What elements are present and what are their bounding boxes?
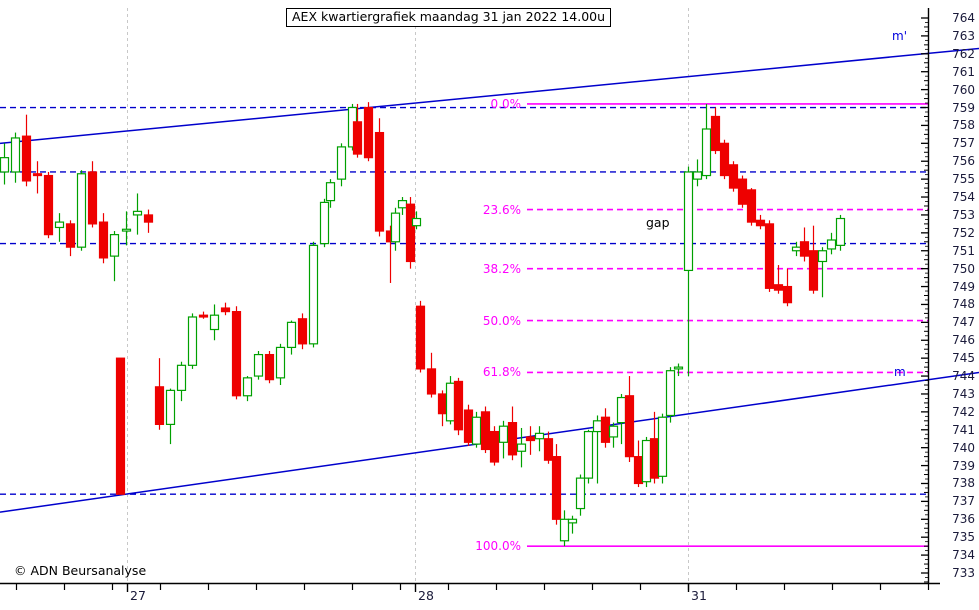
y-tick-739: 739 — [952, 458, 975, 473]
y-tick-761: 761 — [952, 64, 975, 79]
y-tick-735: 735 — [952, 530, 975, 545]
trendline-label-m-prime: m' — [892, 28, 907, 43]
y-tick-745: 745 — [952, 351, 975, 366]
y-tick-759: 759 — [952, 100, 975, 115]
fib-label-1000: 100.0% — [475, 539, 521, 554]
y-tick-737: 737 — [952, 494, 975, 509]
x-tick-31: 31 — [691, 588, 707, 603]
x-tick-27: 27 — [130, 588, 146, 603]
chart-title: AEX kwartiergrafiek maandag 31 jan 2022 … — [286, 8, 612, 27]
y-tick-750: 750 — [952, 261, 975, 276]
y-tick-755: 755 — [952, 172, 975, 187]
y-tick-753: 753 — [952, 207, 975, 222]
y-tick-754: 754 — [952, 190, 975, 205]
fib-label-236: 23.6% — [482, 202, 521, 217]
x-tick-28: 28 — [418, 588, 434, 603]
y-tick-744: 744 — [952, 369, 975, 384]
y-tick-743: 743 — [952, 386, 975, 401]
y-tick-741: 741 — [952, 422, 975, 437]
y-tick-749: 749 — [952, 279, 975, 294]
gap-annotation: gap — [646, 215, 670, 231]
y-tick-758: 758 — [952, 118, 975, 133]
y-tick-748: 748 — [952, 297, 975, 312]
y-tick-742: 742 — [952, 404, 975, 419]
y-tick-757: 757 — [952, 136, 975, 151]
y-tick-736: 736 — [952, 512, 975, 527]
y-tick-740: 740 — [952, 440, 975, 455]
y-tick-760: 760 — [952, 82, 975, 97]
trendline-label-m: m — [894, 365, 906, 380]
y-tick-763: 763 — [952, 28, 975, 43]
y-tick-752: 752 — [952, 225, 975, 240]
y-tick-747: 747 — [952, 315, 975, 330]
y-tick-734: 734 — [952, 548, 975, 563]
y-tick-738: 738 — [952, 476, 975, 491]
y-tick-733: 733 — [952, 566, 975, 580]
fib-label-0: 0.0% — [490, 96, 522, 111]
fib-label-618: 61.8% — [482, 365, 521, 380]
y-tick-764: 764 — [952, 11, 975, 25]
copyright-notice: © ADN Beursanalyse — [14, 563, 147, 578]
fib-label-382: 38.2% — [482, 261, 521, 276]
y-tick-762: 762 — [952, 46, 975, 61]
y-tick-746: 746 — [952, 333, 975, 348]
fib-label-500: 50.0% — [482, 313, 521, 328]
y-tick-751: 751 — [952, 243, 975, 258]
y-tick-756: 756 — [952, 154, 975, 169]
